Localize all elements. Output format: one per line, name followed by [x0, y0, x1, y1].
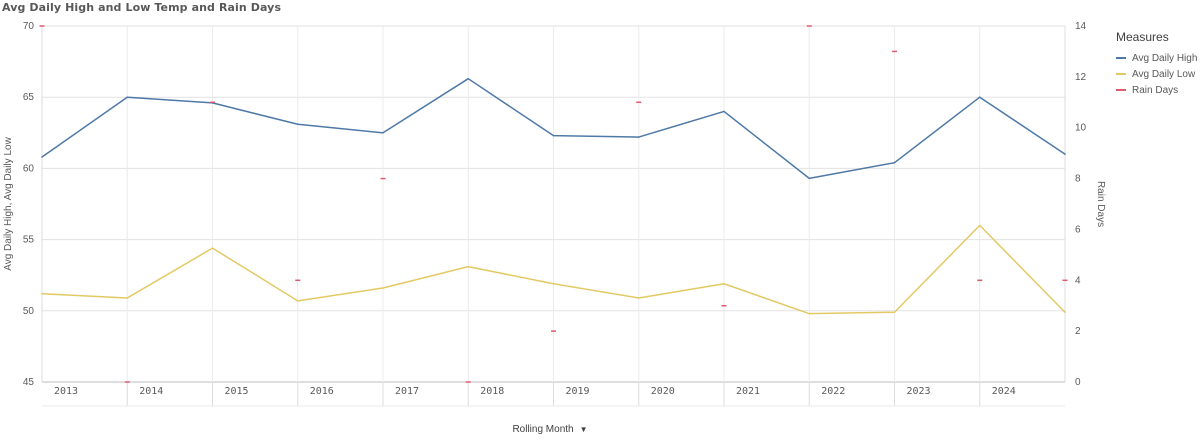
y-right-tick-label: 0 — [1075, 377, 1081, 388]
legend-label-avg-daily-high: Avg Daily High — [1132, 52, 1198, 64]
x-tick-label: 2024 — [992, 386, 1016, 397]
y-right-tick-label: 8 — [1075, 174, 1081, 185]
data-point-avg-daily-low — [126, 297, 129, 299]
data-point-avg-daily-high — [978, 96, 981, 98]
data-point-avg-daily-low — [978, 224, 981, 227]
y-left-axis-title: Avg Daily High, Avg Daily Low — [3, 136, 14, 270]
x-tick-label: 2017 — [395, 386, 419, 397]
x-tick-label: 2016 — [310, 386, 334, 397]
data-point-avg-daily-high — [467, 77, 470, 80]
x-axis-label: Rolling Month — [512, 424, 574, 435]
legend-item-avg-daily-low[interactable]: Avg Daily Low — [1116, 66, 1200, 82]
legend-item-rain-days[interactable]: Rain Days — [1116, 82, 1200, 98]
legend-swatch-rain-days — [1116, 89, 1126, 91]
y-left-tick-label: 50 — [23, 306, 35, 317]
legend-title: Measures — [1116, 30, 1169, 44]
legend[interactable]: Measures Avg Daily High Avg Daily Low Ra… — [1116, 30, 1200, 98]
data-point-avg-daily-low — [637, 297, 640, 299]
data-point-avg-daily-high — [893, 161, 896, 164]
legend-label-avg-daily-low: Avg Daily Low — [1132, 68, 1196, 80]
data-point-avg-daily-high — [723, 110, 725, 113]
dropdown-arrow-icon[interactable]: ▼ — [579, 425, 588, 434]
data-point-avg-daily-low — [467, 265, 470, 268]
data-point-avg-daily-low — [893, 311, 896, 314]
data-point-avg-daily-low — [808, 312, 811, 315]
y-left-tick-label: 60 — [23, 163, 35, 174]
y-right-tick-label: 12 — [1075, 72, 1087, 83]
y-right-tick-label: 14 — [1075, 21, 1087, 32]
chart-title: Avg Daily High and Low Temp and Rain Day… — [2, 1, 282, 14]
y-right-tick-label: 10 — [1075, 123, 1087, 134]
x-tick-label: 2022 — [821, 386, 845, 397]
legend-swatch-avg-daily-low — [1116, 73, 1126, 75]
data-point-avg-daily-high — [382, 132, 384, 134]
data-point-avg-daily-low — [1064, 311, 1066, 314]
y-right-tick-label: 2 — [1075, 326, 1081, 337]
x-tick-label: 2023 — [907, 386, 931, 397]
data-point-avg-daily-high — [808, 177, 811, 180]
y-left-tick-label: 65 — [23, 92, 35, 103]
y-left-tick-label: 55 — [23, 235, 35, 246]
data-point-avg-daily-high — [552, 134, 555, 137]
y-left-tick-label: 45 — [23, 377, 35, 388]
data-point-avg-daily-low — [723, 282, 725, 285]
data-point-avg-daily-low — [41, 292, 43, 295]
data-point-avg-daily-high — [296, 123, 299, 126]
data-point-avg-daily-low — [382, 287, 384, 289]
data-point-avg-daily-low — [211, 247, 214, 249]
x-tick-label: 2021 — [736, 386, 760, 397]
y-left-tick-label: 70 — [23, 21, 35, 32]
data-point-avg-daily-low — [296, 300, 299, 302]
legend-item-avg-daily-high[interactable]: Avg Daily High — [1116, 50, 1200, 66]
x-axis-title[interactable]: Rolling Month ▼ — [0, 424, 1100, 435]
data-point-avg-daily-high — [637, 136, 640, 138]
data-point-avg-daily-high — [41, 156, 43, 158]
data-point-avg-daily-high — [126, 96, 129, 98]
legend-swatch-avg-daily-high — [1116, 57, 1126, 59]
x-tick-label: 2018 — [480, 386, 504, 397]
y-right-tick-label: 6 — [1075, 224, 1081, 235]
data-point-avg-daily-high — [1064, 153, 1066, 155]
x-tick-label: 2019 — [566, 386, 590, 397]
x-tick-label: 2014 — [139, 386, 163, 397]
x-tick-label: 2015 — [225, 386, 249, 397]
data-point-avg-daily-low — [552, 282, 555, 285]
x-tick-label: 2020 — [651, 386, 675, 397]
y-right-tick-label: 4 — [1075, 275, 1081, 286]
legend-label-rain-days: Rain Days — [1132, 84, 1179, 96]
x-tick-label: 2013 — [54, 386, 78, 397]
y-right-axis-title: Rain Days — [1095, 181, 1106, 227]
